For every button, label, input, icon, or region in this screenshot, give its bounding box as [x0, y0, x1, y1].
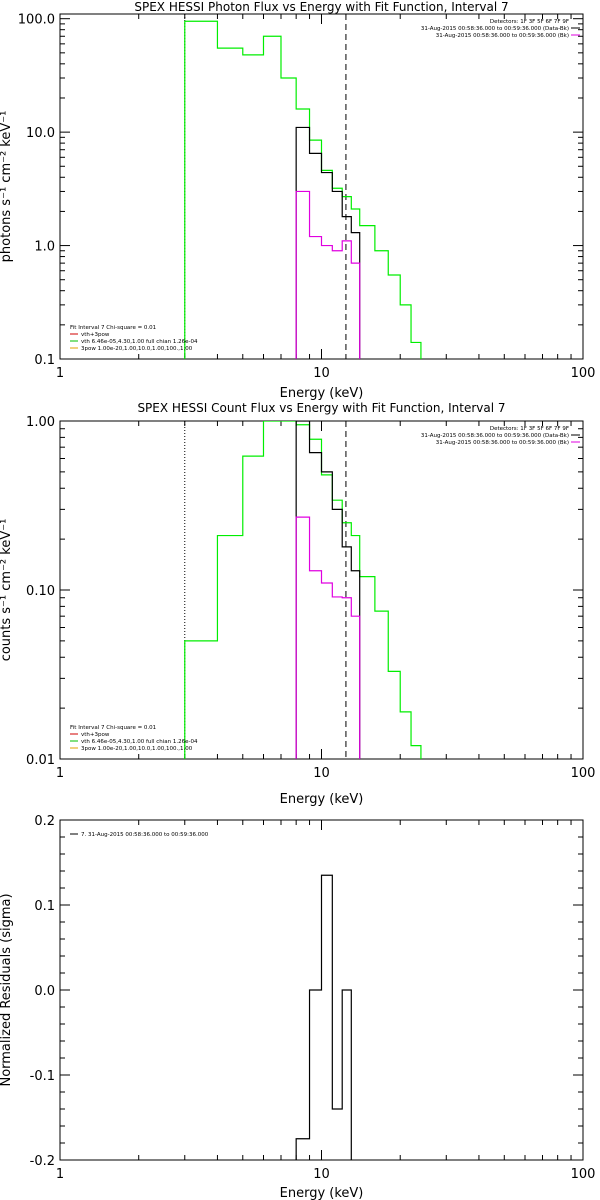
y-tick-label: 0.10	[26, 584, 55, 599]
x-tick-label: 10	[313, 366, 330, 381]
y-tick-label: 1.0	[34, 240, 55, 255]
y-axis-label: photons s⁻¹ cm⁻² keV⁻¹	[0, 111, 14, 263]
chart-panel-3: 1 10 100 -0.2 -0.1 0.0 0.1 0.2 Energy (keV) Norma…	[0, 814, 595, 1200]
x-axis-label: Energy (keV)	[280, 386, 364, 401]
y-tick-label: 100.0	[18, 13, 55, 28]
x-tick-label: 1	[56, 1167, 64, 1182]
series-line-1	[295, 874, 352, 1160]
x-tick-label: 1	[56, 366, 64, 381]
chart-panel-2: SPEX HESSI Count Flux vs Energy with Fit…	[0, 401, 595, 807]
legend-header: Fit Interval 7 Chi-square = 0.01	[70, 725, 156, 731]
series-line-2	[295, 126, 361, 359]
x-tick-label: 1	[56, 766, 64, 781]
legend-label: 7. 31-Aug-2015 00:58:36.000 to 00:59:36.…	[81, 832, 209, 838]
legend-label: vth 6.46e-05,4.30,1.00 full chian 1.26e-…	[81, 739, 198, 745]
x-tick-label: 10	[313, 766, 330, 781]
y-tick-label: 10.0	[26, 126, 55, 141]
y-tick-label: 0.2	[34, 814, 55, 829]
legend-label: vth+3pow	[81, 332, 110, 338]
plot-frame	[59, 13, 584, 360]
series-line-3	[295, 190, 361, 359]
info-line: Detectors: 1F 3F 5F 6F 7F 9F	[490, 426, 569, 432]
y-tick-label: 0.0	[34, 984, 55, 999]
series-line-3	[295, 516, 361, 759]
legend-header: Fit Interval 7 Chi-square = 0.01	[70, 325, 156, 331]
y-tick-label: -0.2	[30, 1154, 55, 1169]
x-tick-label: 100	[571, 1167, 596, 1182]
info-line: 31-Aug-2015 00:58:36.000 to 00:59:36.000…	[436, 33, 569, 39]
y-tick-label: 0.1	[34, 353, 55, 368]
chart-title: SPEX HESSI Photon Flux vs Energy with Fi…	[134, 0, 508, 14]
y-axis-label: counts s⁻¹ cm⁻² keV⁻¹	[0, 519, 14, 662]
legend-label: 3pow 1.00e-20,1.00,10.0,1.00,100.,1.00	[81, 346, 193, 352]
x-axis-label: Energy (keV)	[280, 792, 364, 807]
series-line-1	[184, 421, 422, 759]
chart-title: SPEX HESSI Count Flux vs Energy with Fit…	[137, 401, 505, 415]
legend-label: vth+3pow	[81, 732, 110, 738]
y-axis-label: Normalized Residuals (sigma)	[0, 893, 14, 1086]
series-line-2	[295, 421, 361, 759]
x-tick-label: 10	[313, 1167, 330, 1182]
x-tick-label: 100	[571, 366, 596, 381]
info-line: 31-Aug-2015 00:58:36.000 to 00:59:36.000…	[436, 440, 569, 446]
info-line: 31-Aug-2015 00:58:36.000 to 00:59:36.000…	[421, 26, 569, 32]
y-tick-label: 0.01	[26, 753, 55, 768]
y-tick-label: 0.1	[34, 899, 55, 914]
legend-label: 3pow 1.00e-20,1.00,10.0,1.00,100.,1.00	[81, 746, 193, 752]
x-axis-label: Energy (keV)	[280, 1186, 364, 1200]
chart-panel-1: SPEX HESSI Photon Flux vs Energy with Fi…	[0, 0, 595, 401]
info-line: Detectors: 1F 3F 5F 6F 7F 9F	[490, 19, 569, 25]
info-line: 31-Aug-2015 00:58:36.000 to 00:59:36.000…	[421, 433, 569, 439]
y-tick-label: 1.00	[26, 415, 55, 430]
y-tick-label: -0.1	[30, 1069, 55, 1084]
legend-label: vth 6.46e-05,4.30,1.00 full chian 1.26e-…	[81, 339, 198, 345]
series-line-1	[184, 20, 422, 359]
x-tick-label: 100	[571, 766, 596, 781]
